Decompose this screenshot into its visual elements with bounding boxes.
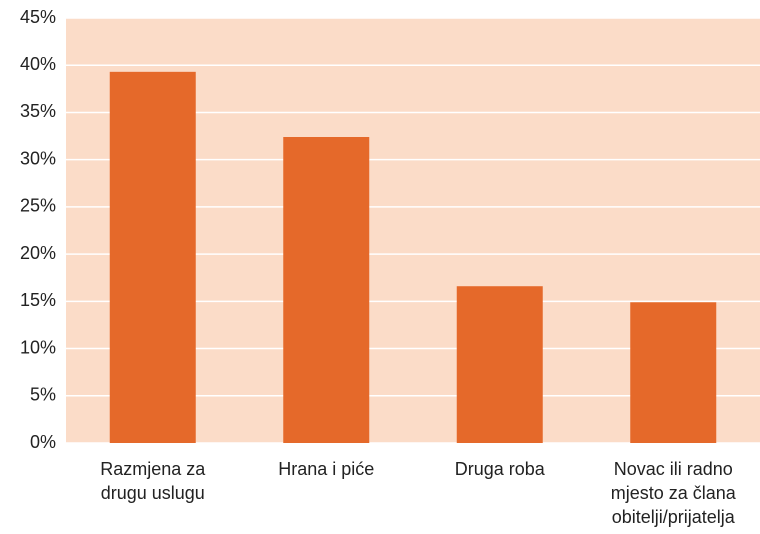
bar: [109, 71, 196, 443]
y-tick-label: 45%: [20, 7, 56, 27]
x-tick-label: Novac ili radno mjesto za člana obitelji/p…: [611, 459, 737, 527]
y-tick-label: 5%: [30, 385, 56, 405]
x-tick-label: Razmjena za drugu uslugu: [100, 459, 206, 503]
y-tick-label: 35%: [20, 101, 56, 121]
y-tick-label: 20%: [20, 243, 56, 263]
x-tick-label: Hrana i piće: [278, 459, 374, 479]
y-tick-label: 15%: [20, 290, 56, 310]
bar: [456, 286, 543, 443]
x-tick-label: Druga roba: [455, 459, 546, 479]
y-tick-label: 25%: [20, 196, 56, 216]
bar: [283, 137, 370, 443]
y-tick-label: 30%: [20, 148, 56, 168]
y-tick-label: 10%: [20, 337, 56, 357]
y-tick-label: 0%: [30, 432, 56, 452]
bar: [630, 302, 717, 443]
y-tick-label: 40%: [20, 54, 56, 74]
